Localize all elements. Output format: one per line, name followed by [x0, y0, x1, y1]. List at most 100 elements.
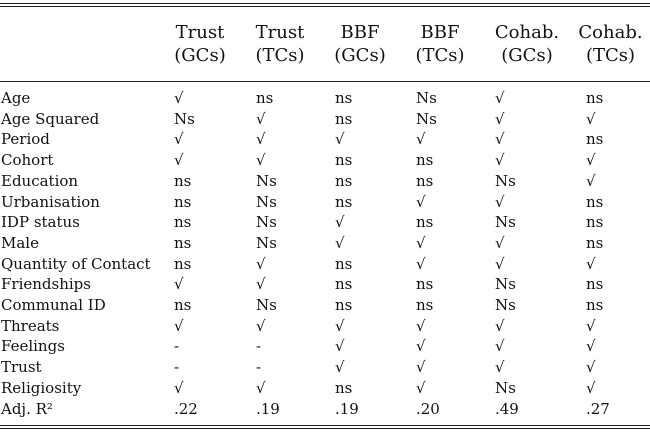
row-label: Quantity of Contact [1, 255, 151, 273]
table-cell: - [174, 358, 180, 376]
table-cell: ns [335, 151, 353, 169]
row-label: Threats [1, 317, 60, 335]
table-cell: ns [335, 110, 353, 128]
table-cell: - [174, 337, 180, 355]
table-cell: Ns [495, 275, 516, 293]
table-cell: ns [586, 193, 604, 211]
column-header-line1: BBF [420, 22, 460, 43]
row-label: Education [1, 172, 79, 190]
table-cell: ns [586, 89, 604, 107]
row-label: Adj. R² [1, 400, 53, 418]
table-cell: ns [335, 193, 353, 211]
column-header: Cohab. (TCs) [571, 21, 650, 67]
table-cell: ns [416, 296, 434, 314]
table-cell: ns [586, 130, 604, 148]
table-cell: √ [586, 337, 596, 355]
table-cell: ns [256, 89, 274, 107]
row-label: Age Squared [1, 110, 100, 128]
table-cell: ns [335, 379, 353, 397]
table-cell: √ [586, 255, 596, 273]
table-cell: - [256, 337, 262, 355]
row-label: Feelings [1, 337, 65, 355]
column-header-line2: (GCs) [334, 45, 386, 66]
row-label: IDP status [1, 213, 80, 231]
header-rule [0, 81, 650, 82]
table-cell: ns [335, 172, 353, 190]
column-header-line2: (GCs) [174, 45, 226, 66]
row-label: Cohort [1, 151, 54, 169]
row-label: Male [1, 234, 39, 252]
table-cell: √ [335, 130, 345, 148]
column-header-line1: Trust [255, 22, 305, 43]
table-cell: √ [416, 255, 426, 273]
table-cell: √ [335, 358, 345, 376]
table-cell: Ns [256, 296, 277, 314]
table-cell: √ [335, 213, 345, 231]
column-header: Trust (GCs) [160, 21, 240, 67]
table-cell: √ [174, 151, 184, 169]
row-label: Religiosity [1, 379, 82, 397]
row-label: Period [1, 130, 50, 148]
table-cell: Ns [256, 213, 277, 231]
table-cell: ns [586, 234, 604, 252]
table-cell: Ns [256, 193, 277, 211]
table-cell: √ [174, 379, 184, 397]
table-cell: √ [335, 337, 345, 355]
table-cell: √ [174, 130, 184, 148]
table-cell: Ns [495, 296, 516, 314]
top-rule-2 [0, 6, 650, 7]
column-header: Cohab. (GCs) [483, 21, 571, 67]
table-cell: ns [335, 296, 353, 314]
table-cell: √ [416, 317, 426, 335]
table-cell: ns [416, 213, 434, 231]
table-cell: √ [256, 110, 266, 128]
table-cell: Ns [416, 110, 437, 128]
column-header-line2: (TCs) [415, 45, 465, 66]
table-cell: Ns [495, 172, 516, 190]
table-cell: √ [495, 130, 505, 148]
table-cell: √ [495, 317, 505, 335]
row-label: Trust [1, 358, 42, 376]
table-cell: √ [495, 110, 505, 128]
column-header-line2: (TCs) [255, 45, 305, 66]
table-cell: .49 [495, 400, 519, 418]
row-label: Friendships [1, 275, 91, 293]
column-header-line1: Cohab. [494, 22, 560, 43]
row-label: Communal ID [1, 296, 106, 314]
table-cell: ns [335, 255, 353, 273]
table-cell: ns [174, 296, 192, 314]
table-cell: √ [495, 89, 505, 107]
table-cell: ns [586, 275, 604, 293]
table-cell: .20 [416, 400, 440, 418]
table-cell: √ [586, 379, 596, 397]
table-cell: √ [174, 275, 184, 293]
table-cell: √ [586, 151, 596, 169]
table-cell: Ns [256, 172, 277, 190]
table-cell: √ [495, 151, 505, 169]
table-cell: √ [416, 379, 426, 397]
table-cell: ns [174, 193, 192, 211]
column-header-line2: (GCs) [501, 45, 553, 66]
table-cell: Ns [495, 379, 516, 397]
table-cell: ns [416, 151, 434, 169]
column-header-line1: BBF [340, 22, 380, 43]
table-cell: ns [416, 172, 434, 190]
bottom-rule-1 [0, 425, 650, 426]
table-cell: ns [174, 255, 192, 273]
table-cell: √ [495, 358, 505, 376]
table-cell: √ [495, 255, 505, 273]
table-cell: √ [256, 379, 266, 397]
table-cell: .19 [335, 400, 359, 418]
table-cell: √ [586, 358, 596, 376]
column-header: Trust (TCs) [240, 21, 320, 67]
table-cell: .22 [174, 400, 198, 418]
table-cell: √ [586, 172, 596, 190]
row-label: Urbanisation [1, 193, 100, 211]
table-cell: √ [256, 255, 266, 273]
table-cell: √ [335, 317, 345, 335]
table-cell: √ [256, 317, 266, 335]
table-cell: Ns [256, 234, 277, 252]
table-cell: ns [586, 296, 604, 314]
table-cell: √ [256, 275, 266, 293]
table-cell: √ [495, 337, 505, 355]
